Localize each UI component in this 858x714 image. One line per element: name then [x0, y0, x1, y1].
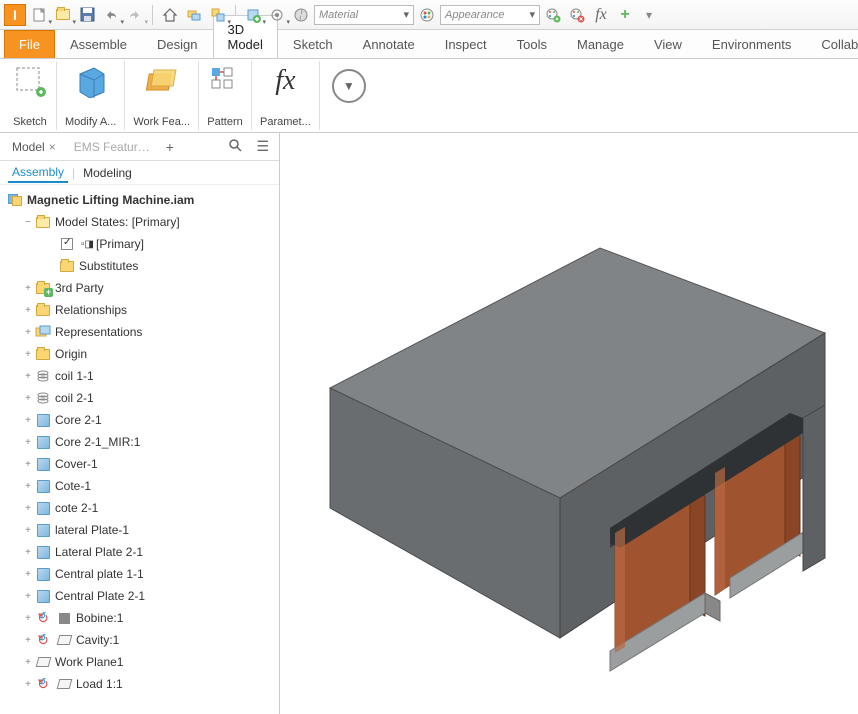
update-button[interactable]: ▾ [242, 4, 264, 26]
tree-central[interactable]: +Central plate 1-1 [2, 563, 277, 585]
browser-tab-add[interactable]: + [160, 139, 180, 155]
home-button[interactable] [159, 4, 181, 26]
ribbon-group-modify[interactable]: Modify A... [57, 61, 125, 130]
tree-central2[interactable]: +Central Plate 2-1 [2, 585, 277, 607]
search-icon[interactable] [222, 138, 248, 155]
undo-button[interactable]: ▾ [100, 4, 122, 26]
tree-more[interactable]: + [2, 695, 277, 714]
material-icon-button[interactable] [290, 4, 312, 26]
separator [152, 5, 153, 25]
tab-assemble[interactable]: Assemble [55, 30, 142, 58]
tree-core2[interactable]: +Core 2-1 [2, 409, 277, 431]
appearance-remove-button[interactable] [566, 4, 588, 26]
tree-model-states[interactable]: −Model States: [Primary] [2, 211, 277, 233]
mode-modeling[interactable]: Modeling [79, 164, 136, 182]
tree-load[interactable]: +↻↺Load 1:1 [2, 673, 277, 695]
separator: | [72, 166, 75, 180]
tab-inspect[interactable]: Inspect [430, 30, 502, 58]
tree-substitutes[interactable]: Substitutes [2, 255, 277, 277]
tab-collaborate[interactable]: Collaborate [806, 30, 858, 58]
select-button[interactable]: ▾ [266, 4, 288, 26]
redo-button[interactable]: ▾ [124, 4, 146, 26]
tab-annotate[interactable]: Annotate [348, 30, 430, 58]
modify-label: Modify A... [65, 116, 116, 128]
tab-file[interactable]: File [4, 30, 55, 58]
tree-cote[interactable]: +Cote-1 [2, 475, 277, 497]
main-area: Model× EMS Featur… + ☰ Assembly | Modeli… [0, 133, 858, 714]
mode-assembly[interactable]: Assembly [8, 163, 68, 183]
ribbon-group-workfeatures[interactable]: Work Fea... [125, 61, 199, 130]
sketch-label: Sketch [13, 116, 47, 128]
tree-lateral[interactable]: +lateral Plate-1 [2, 519, 277, 541]
tree-core2mir[interactable]: +Core 2-1_MIR:1 [2, 431, 277, 453]
tab-manage[interactable]: Manage [562, 30, 639, 58]
ribbon-panel: Sketch Modify A... Work Fea... Pattern f… [0, 58, 858, 133]
browser-tabs: Model× EMS Featur… + ☰ [0, 133, 279, 161]
tree-lateral2[interactable]: +Lateral Plate 2-1 [2, 541, 277, 563]
tab-view[interactable]: View [639, 30, 697, 58]
quick-access-toolbar: I ▾ ▾ ▾ ▾ ▾ ▾ ▾ Material Appearance fx +… [0, 0, 858, 30]
material-dropdown[interactable]: Material [314, 5, 414, 25]
pattern-label: Pattern [207, 116, 242, 128]
parameters-icon: fx [267, 63, 303, 99]
app-logo[interactable]: I [4, 4, 26, 26]
tree-3rdparty[interactable]: +3rd Party [2, 277, 277, 299]
fx-button[interactable]: fx [590, 6, 612, 24]
tab-tools[interactable]: Tools [502, 30, 562, 58]
menu-icon[interactable]: ☰ [250, 138, 275, 155]
parameters-label: Paramet... [260, 116, 311, 128]
ribbon-group-sketch[interactable]: Sketch [4, 61, 57, 130]
team-button[interactable] [183, 4, 205, 26]
workfeatures-icon [144, 63, 180, 99]
ribbon-group-pattern[interactable]: Pattern [199, 61, 252, 130]
model-browser: Model× EMS Featur… + ☰ Assembly | Modeli… [0, 133, 280, 714]
tree-representations[interactable]: +Representations [2, 321, 277, 343]
tree-coil1[interactable]: +coil 1-1 [2, 365, 277, 387]
open-button[interactable]: ▾ [52, 4, 74, 26]
tab-design[interactable]: Design [142, 30, 212, 58]
ribbon-overflow-button[interactable]: ▼ [332, 69, 366, 103]
tree-cote2[interactable]: +cote 2-1 [2, 497, 277, 519]
3d-viewport[interactable] [280, 133, 858, 714]
tree-primary[interactable]: ▫◨[Primary] [2, 233, 277, 255]
browser-modes: Assembly | Modeling [0, 161, 279, 185]
ribbon-group-parameters[interactable]: fx Paramet... [252, 61, 320, 130]
model-tree: Magnetic Lifting Machine.iam −Model Stat… [0, 185, 279, 714]
tree-cavity[interactable]: +↻↺Cavity:1 [2, 629, 277, 651]
tab-environments[interactable]: Environments [697, 30, 806, 58]
assemble-icon-button[interactable]: ▾ [207, 4, 229, 26]
tree-coil2[interactable]: +coil 2-1 [2, 387, 277, 409]
ribbon-tabs: File Assemble Design 3D Model Sketch Ann… [0, 30, 858, 58]
pattern-icon [207, 63, 243, 99]
tree-cover[interactable]: +Cover-1 [2, 453, 277, 475]
close-icon[interactable]: × [49, 140, 56, 154]
tree-origin[interactable]: +Origin [2, 343, 277, 365]
customize-button[interactable]: ▾ [638, 4, 660, 26]
workfeatures-label: Work Fea... [133, 116, 190, 128]
browser-tab-model[interactable]: Model× [4, 136, 64, 158]
new-button[interactable]: ▾ [28, 4, 50, 26]
tree-workplane[interactable]: +Work Plane1 [2, 651, 277, 673]
tree-relationships[interactable]: +Relationships [2, 299, 277, 321]
3d-model-render [280, 133, 858, 713]
tab-sketch[interactable]: Sketch [278, 30, 348, 58]
appearance-add-button[interactable] [542, 4, 564, 26]
appearance-dropdown[interactable]: Appearance [440, 5, 540, 25]
save-button[interactable] [76, 4, 98, 26]
tree-bobine[interactable]: +↻↺Bobine:1 [2, 607, 277, 629]
tree-root[interactable]: Magnetic Lifting Machine.iam [2, 189, 277, 211]
add-plus-button[interactable]: + [614, 4, 636, 26]
appearance-icon-button[interactable] [416, 4, 438, 26]
browser-tab-ems[interactable]: EMS Featur… [66, 136, 158, 158]
sketch-icon [12, 63, 48, 99]
modify-icon [73, 63, 109, 99]
